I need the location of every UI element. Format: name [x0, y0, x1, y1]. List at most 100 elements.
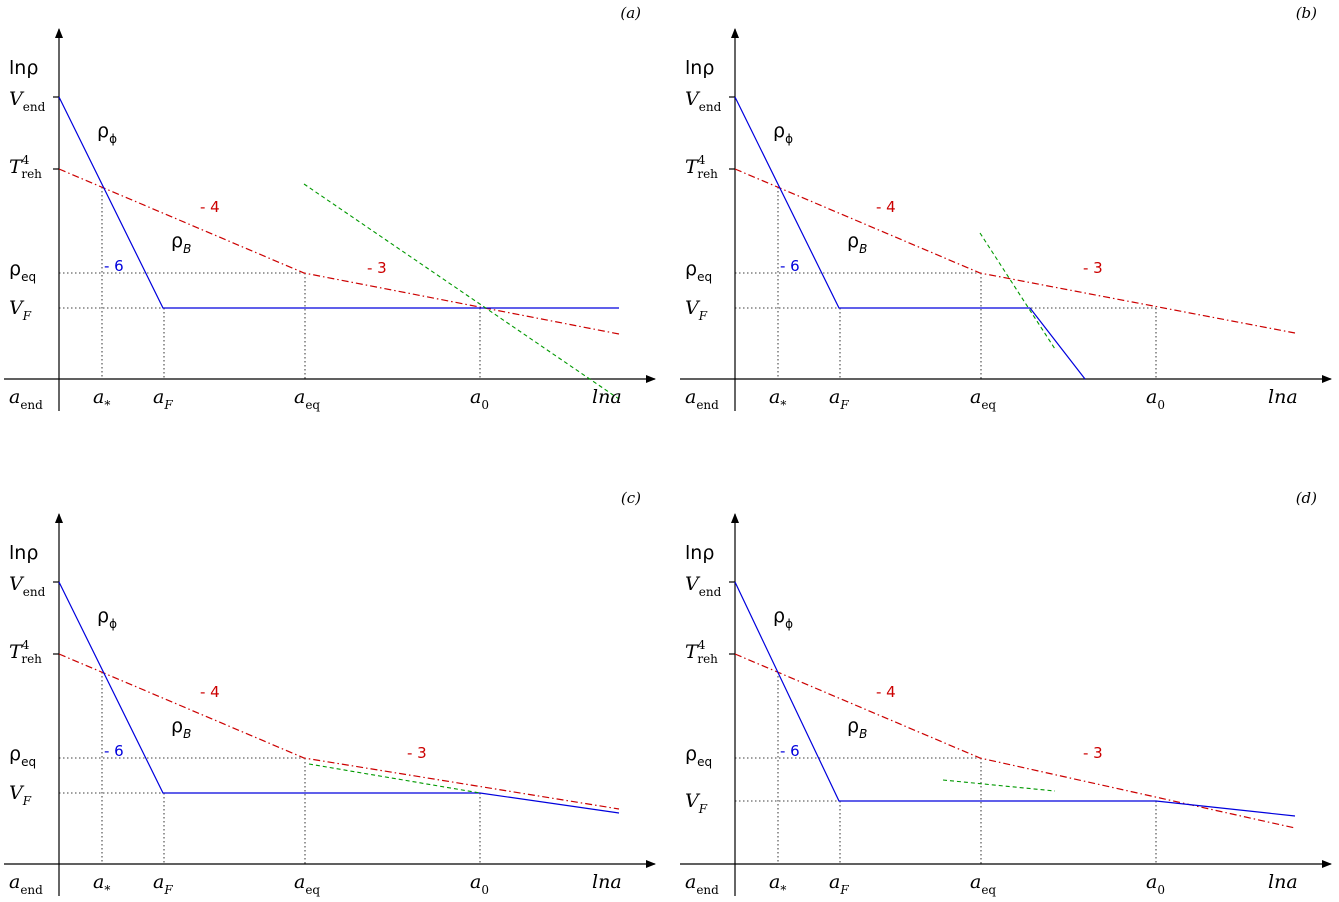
label-v-end-main: V — [9, 573, 25, 595]
label-a-star-main: a — [769, 386, 780, 408]
label-a-end-main: a — [9, 871, 20, 893]
label-a-end: aend — [685, 871, 719, 897]
x-axis-label: lna — [1268, 871, 1298, 893]
label-a-star: a* — [93, 386, 110, 412]
label-a-0: a0 — [1146, 386, 1165, 412]
x-axis-label-main: lna — [1268, 386, 1298, 408]
label-v-end-main: V — [685, 88, 701, 110]
label-a-0: a0 — [470, 871, 489, 897]
label-a-end-sub: end — [20, 883, 43, 897]
label-a-0-main: a — [1146, 386, 1157, 408]
label-t-reh-sup: 4 — [22, 638, 30, 652]
label-rho-phi: ρϕ — [97, 120, 117, 146]
label-rho-phi-main: ρ — [773, 605, 785, 627]
label-rho-b-sub: B — [183, 727, 191, 741]
label-a-star-sub: * — [780, 883, 786, 897]
y-axis-label: lnρ — [685, 542, 714, 564]
label-a-f-main: a — [153, 386, 164, 408]
label-a-eq: aeq — [970, 871, 996, 897]
y-axis-label-main: lnρ — [685, 542, 714, 564]
label-a-star: a* — [769, 871, 786, 897]
label-rho-phi-sub: ϕ — [109, 617, 117, 631]
label-t-reh-main: T — [685, 156, 699, 178]
label-t-reh-main: T — [9, 156, 23, 178]
slope-label-blue: - 6 — [104, 742, 124, 760]
label-a-end-sub: end — [20, 398, 43, 412]
label-rho-phi-main: ρ — [773, 120, 785, 142]
label-rho-b: ρB — [847, 715, 867, 741]
label-a-end-main: a — [685, 871, 696, 893]
rho-b-curve — [58, 653, 620, 810]
rho-phi-curve — [58, 96, 619, 309]
slope-label-red-1: - 4 — [876, 683, 896, 701]
label-a-end-main: a — [685, 386, 696, 408]
label-rho-eq-sub: eq — [21, 755, 36, 769]
label-t-reh-main: T — [685, 641, 699, 663]
y-axis-label: lnρ — [9, 542, 38, 564]
rho-phi-curve — [734, 96, 1086, 380]
label-a-eq-sub: eq — [305, 883, 320, 897]
label-rho-eq: ρeq — [685, 258, 712, 284]
label-a-eq: aeq — [970, 386, 996, 412]
x-axis-label-main: lna — [592, 871, 622, 893]
label-t-reh-sup: 4 — [698, 638, 706, 652]
y-axis-label-main: lnρ — [685, 57, 714, 79]
label-rho-eq: ρeq — [9, 743, 36, 769]
label-rho-phi: ρϕ — [773, 120, 793, 146]
label-a-eq-sub: eq — [305, 398, 320, 412]
panel-tag: (d) — [1296, 489, 1317, 507]
label-a-star-main: a — [769, 871, 780, 893]
rho-phi-curve — [734, 581, 1296, 817]
label-v-f: VF — [9, 297, 32, 323]
label-a-0-sub: 0 — [1157, 398, 1165, 412]
label-rho-b-main: ρ — [171, 715, 183, 737]
label-a-f: aF — [153, 386, 173, 412]
label-rho-b: ρB — [171, 715, 191, 741]
label-a-f-main: a — [829, 386, 840, 408]
label-t-reh-sub: reh — [697, 167, 718, 181]
label-a-0-sub: 0 — [1157, 883, 1165, 897]
label-a-f: aF — [153, 871, 173, 897]
label-v-end: Vend — [9, 88, 46, 114]
label-a-0-main: a — [1146, 871, 1157, 893]
label-rho-phi-sub: ϕ — [785, 132, 793, 146]
label-rho-b-sub: B — [183, 242, 191, 256]
y-axis-label: lnρ — [9, 57, 38, 79]
label-rho-phi: ρϕ — [97, 605, 117, 631]
label-v-f-sub: F — [22, 309, 32, 323]
label-rho-phi-main: ρ — [97, 120, 109, 142]
label-a-f: aF — [829, 871, 849, 897]
slope-label-red-1: - 4 — [200, 198, 220, 216]
y-axis-label: lnρ — [685, 57, 714, 79]
label-rho-eq-main: ρ — [685, 258, 697, 280]
label-t-reh-sup: 4 — [22, 153, 30, 167]
x-axis-label: lna — [1268, 386, 1298, 408]
label-rho-b-main: ρ — [847, 230, 859, 252]
label-a-star-main: a — [93, 871, 104, 893]
label-a-f: aF — [829, 386, 849, 412]
label-rho-eq: ρeq — [9, 258, 36, 284]
label-a-star-sub: * — [104, 398, 110, 412]
label-rho-eq-main: ρ — [685, 743, 697, 765]
green-dashed-curve — [942, 779, 1056, 792]
label-a-eq-main: a — [970, 386, 981, 408]
label-rho-eq: ρeq — [685, 743, 712, 769]
label-v-end-sub: end — [23, 585, 46, 599]
slope-label-blue: - 6 — [780, 742, 800, 760]
label-a-f-main: a — [153, 871, 164, 893]
panel-tag: (a) — [620, 4, 641, 22]
label-a-star-sub: * — [780, 398, 786, 412]
label-a-f-sub: F — [839, 398, 849, 412]
label-a-f-sub: F — [163, 883, 173, 897]
label-rho-eq-main: ρ — [9, 258, 21, 280]
label-a-eq-sub: eq — [981, 398, 996, 412]
label-a-star-main: a — [93, 386, 104, 408]
label-a-0: a0 — [1146, 871, 1165, 897]
label-rho-eq-main: ρ — [9, 743, 21, 765]
panel-tag: (b) — [1296, 4, 1317, 22]
rho-b-curve — [734, 653, 1296, 829]
label-a-f-sub: F — [839, 883, 849, 897]
label-v-f-sub: F — [698, 802, 708, 816]
label-rho-b: ρB — [847, 230, 867, 256]
label-a-0-sub: 0 — [481, 398, 489, 412]
